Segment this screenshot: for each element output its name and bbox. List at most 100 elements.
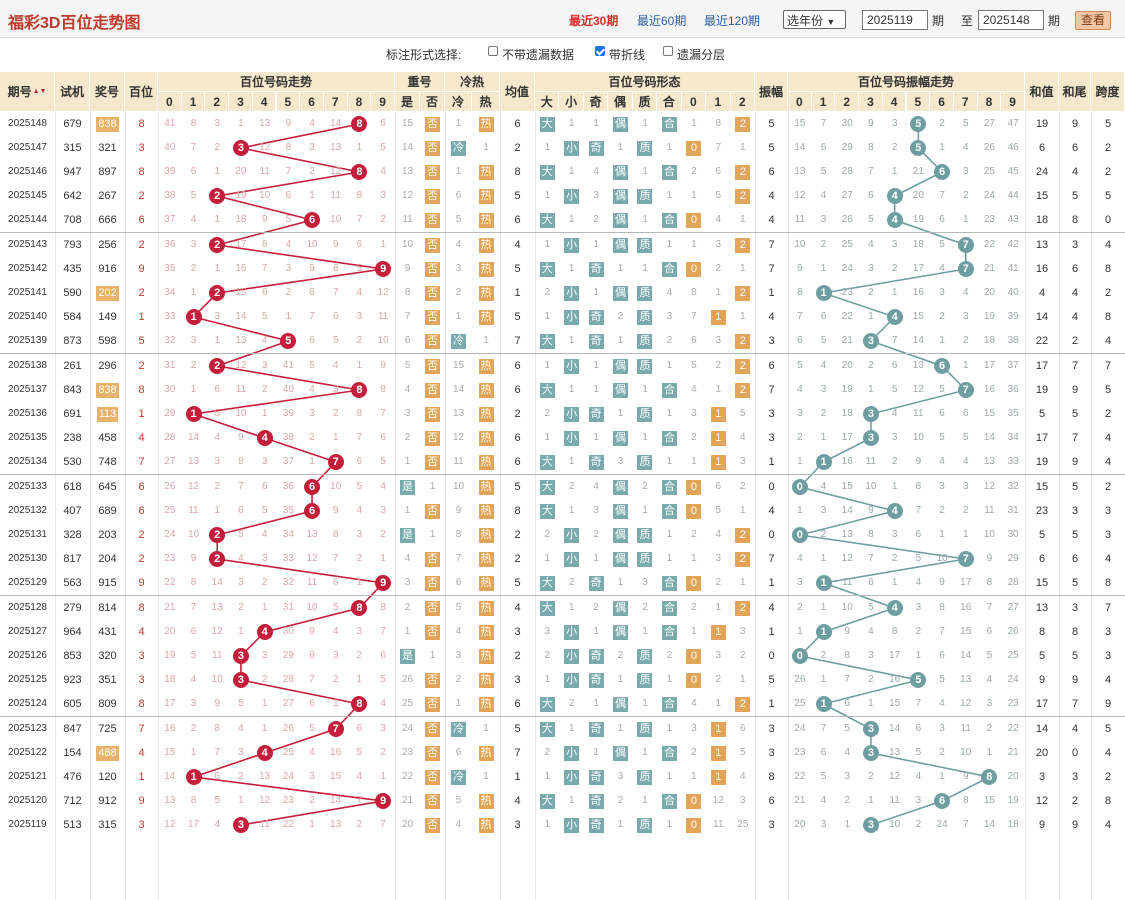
amp-trend-cell: 2 [939, 747, 945, 758]
checkbox-polyline[interactable] [595, 46, 605, 56]
trend-cell: 10 [235, 408, 247, 419]
trend-cell: 15 [330, 771, 342, 782]
trend-cell: 9 [309, 263, 315, 274]
trend-cell: 33 [164, 311, 176, 322]
form-badge: 偶 [613, 745, 629, 761]
tail-cell: 4 [1071, 287, 1079, 299]
amp-trend-cell: 5 [962, 118, 969, 129]
hundred-cell: 3 [138, 650, 145, 662]
from-issue-input[interactable]: 2025119 [862, 10, 928, 30]
top-bar: 福彩3D百位走势图 最近30期 最近60期 最近120期 选年份 ▼ 20251… [0, 0, 1125, 38]
form-cell: 小 [559, 233, 583, 257]
header-issue[interactable]: 期号 ▲▼ [0, 72, 55, 112]
amp-trend-cell: 2 [868, 771, 874, 782]
amp-trend-cell: 10 [912, 432, 924, 443]
amp-trend-cell: 4 [797, 553, 803, 564]
amp-trend-cell: 12 [889, 771, 901, 782]
trend-cell: 19 [235, 190, 247, 201]
trend-cell: 38 [282, 432, 294, 443]
form-cell: 合 [657, 426, 681, 450]
trend-cell: 7 [214, 747, 221, 758]
form-badge: 偶 [613, 237, 629, 253]
trend-cell: 9 [190, 553, 197, 564]
amp-trend-cell: 1 [891, 287, 898, 298]
year-select[interactable]: 选年份 ▼ [783, 10, 846, 29]
trend-cell: 11 [330, 190, 341, 201]
checkbox-no-miss[interactable] [488, 46, 498, 56]
amp-trend-cell: 12 [983, 481, 995, 492]
hundred-cell: 9 [138, 795, 145, 807]
amp-trend-cell: 26 [983, 142, 995, 153]
checkbox-layered[interactable] [663, 46, 673, 56]
amp-trend-cell: 3 [820, 214, 827, 225]
header-hot: 热 [472, 92, 500, 112]
coldhot-badge: 热 [478, 479, 494, 495]
form-cell: 合 [657, 378, 681, 402]
header-digit-5: 5 [276, 92, 301, 112]
amp-cell: 3 [768, 335, 775, 347]
trend-cell: 4 [309, 747, 315, 758]
amp-cell: 6 [768, 166, 775, 178]
form-cell: 6 [691, 335, 697, 346]
sort-icon[interactable]: ▲▼ [32, 88, 47, 95]
trend-cell: 1 [182, 765, 206, 789]
amp-trend-cell: 25 [983, 166, 995, 177]
recent30-link[interactable]: 最近30期 [569, 14, 619, 28]
repeat-cell: 21 [401, 795, 414, 806]
form-cell: 2 [568, 481, 575, 492]
coldhot-cell: 6 [455, 747, 462, 758]
form-badge: 偶 [613, 382, 629, 398]
trend-cell: 6 [380, 650, 386, 661]
trend-cell: 25 [164, 505, 176, 516]
amp-trend-cell: 19 [983, 311, 995, 322]
amp-trend-cell: 1 [797, 456, 803, 467]
amp-trend-cell: 3 [962, 481, 969, 492]
trend-cell: 19 [164, 650, 176, 661]
amp-trend-cell: 1 [939, 142, 945, 153]
coldhot-cell: 1 [483, 335, 489, 346]
form-badge: 小 [564, 406, 580, 422]
trend-cell: 3 [332, 384, 339, 395]
form-cell: 0 [682, 136, 706, 160]
repeat-cell: 8 [404, 287, 411, 298]
trend-cell: 6 [380, 118, 386, 129]
amp-trend-cell: 3 [859, 717, 883, 741]
amp-trend-cell: 11 [865, 456, 877, 467]
trend-cell: 1 [238, 795, 244, 806]
form-badge: 合 [661, 164, 677, 180]
form-cell: 大 [535, 378, 559, 402]
query-button[interactable]: 查看 [1075, 11, 1111, 30]
repeat-badge: 否 [425, 672, 440, 688]
form-cell: 2 [691, 602, 697, 613]
recent120-link[interactable]: 最近120期 [704, 14, 761, 28]
form-badge: 质 [637, 140, 653, 156]
amp-trend-cell: 14 [889, 723, 901, 734]
form-cell: 4 [593, 481, 599, 492]
form-cell: 3 [739, 626, 746, 637]
header-amp-digit-7: 7 [953, 92, 978, 112]
to-issue-input[interactable]: 2025148 [978, 10, 1044, 30]
coldhot-cell: 热 [472, 668, 500, 692]
trend-cell: 10 [187, 529, 200, 540]
amp-cell: 7 [768, 384, 775, 396]
recent60-link[interactable]: 最近60期 [637, 14, 687, 28]
form-badge: 小 [564, 527, 580, 543]
header-form: 百位号码形态 [535, 72, 755, 92]
sum-cell: 5 [1038, 408, 1046, 420]
form-cell: 合 [657, 208, 681, 232]
amp-trend-cell: 46 [1007, 142, 1019, 153]
form-cell: 0 [682, 475, 706, 499]
hundred-cell: 4 [138, 626, 145, 638]
coldhot-badge: 热 [478, 309, 494, 325]
amp-trend-cell: 28 [841, 166, 853, 177]
avg-cell: 2 [514, 650, 521, 662]
coldhot-cell: 热 [472, 305, 500, 329]
amp-trend-cell: 1 [797, 505, 803, 516]
amp-trend-cell: 10 [841, 602, 853, 613]
trend-cell: 3 [214, 311, 221, 322]
amp-trend-cell: 7 [915, 698, 922, 709]
repeat-cell: 是 [395, 644, 420, 668]
form-cell: 4 [593, 166, 599, 177]
amp-trend-cell: 17 [889, 650, 901, 661]
trend-cell: 6 [285, 190, 292, 201]
